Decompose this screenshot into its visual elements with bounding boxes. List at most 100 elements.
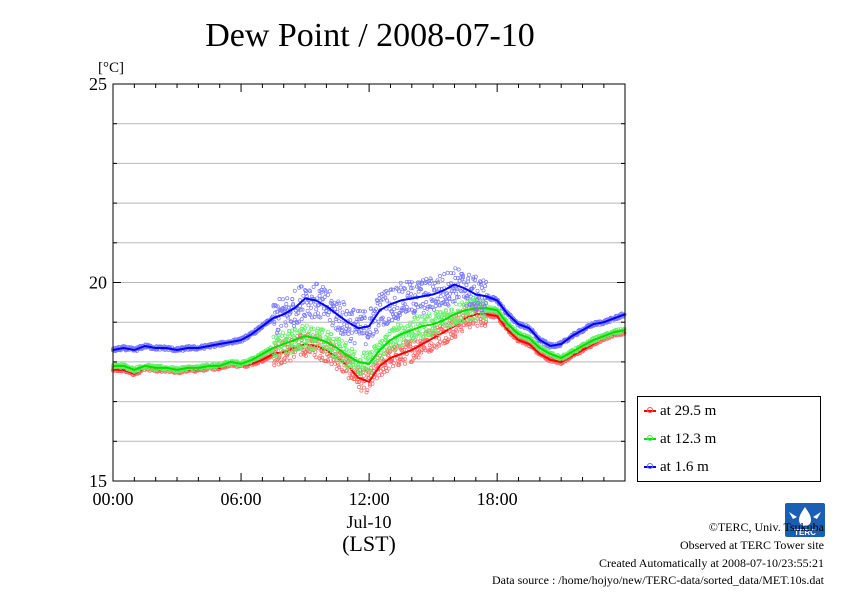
data-point (341, 346, 346, 351)
y-tick-label: 25 (89, 74, 107, 94)
data-point (385, 353, 390, 358)
data-point (350, 312, 354, 317)
data-point (300, 307, 305, 312)
data-point (309, 327, 314, 332)
data-point (422, 306, 427, 310)
data-point (472, 284, 477, 289)
data-point (338, 344, 343, 349)
data-point (321, 312, 326, 317)
data-point (333, 317, 338, 322)
data-point (386, 366, 391, 371)
data-point (438, 274, 442, 278)
data-point (272, 321, 277, 326)
data-point (280, 350, 285, 355)
data-point (303, 288, 308, 292)
data-point (296, 310, 301, 315)
data-point (314, 344, 319, 349)
data-point (281, 309, 286, 313)
data-point (333, 306, 337, 311)
legend-label: at 12.3 m (660, 431, 717, 447)
data-point (438, 294, 443, 299)
series-line (113, 307, 626, 371)
data-point (348, 339, 353, 344)
data-point (403, 326, 407, 331)
data-point (465, 296, 470, 301)
data-point (279, 323, 284, 328)
data-point (271, 334, 276, 339)
data-point (388, 349, 393, 354)
data-point (448, 326, 453, 331)
data-point (437, 343, 442, 348)
data-point (393, 312, 398, 317)
data-point (462, 316, 467, 321)
data-point (408, 286, 413, 291)
data-point (326, 329, 331, 334)
data-point (345, 359, 350, 364)
x-date-label: Jul-10 (347, 512, 392, 532)
data-point (315, 326, 320, 331)
data-point (368, 381, 372, 386)
data-point (327, 336, 331, 341)
data-point (416, 331, 421, 336)
data-point (474, 307, 479, 312)
data-point (421, 310, 426, 315)
data-point (455, 320, 459, 325)
data-point (288, 319, 293, 324)
data-point (298, 307, 303, 312)
data-point (446, 337, 451, 342)
data-point (297, 319, 302, 324)
data-point (306, 303, 311, 308)
data-point (303, 341, 308, 346)
data-point (325, 344, 330, 349)
y-tick-label: 15 (89, 471, 107, 491)
legend-item-12-3m: at 12.3 m (644, 429, 716, 449)
data-point (471, 321, 476, 326)
data-point (305, 308, 310, 313)
data-point (404, 339, 409, 344)
data-point (409, 280, 414, 285)
data-point (483, 300, 488, 305)
data-point (432, 343, 436, 348)
data-point (348, 360, 353, 365)
data-point (315, 311, 320, 316)
data-point (443, 308, 448, 313)
data-point (336, 344, 341, 349)
data-point (374, 376, 379, 381)
data-point (443, 301, 448, 306)
data-point (315, 282, 319, 286)
data-point (396, 316, 401, 321)
y-axis: 15 20 25 (89, 74, 625, 491)
data-point (436, 329, 441, 333)
data-point (458, 288, 463, 293)
data-point (415, 339, 420, 344)
data-point (432, 329, 436, 334)
data-point (322, 295, 327, 300)
data-point (432, 325, 437, 330)
data-point (356, 385, 361, 389)
data-point (349, 336, 354, 341)
data-point (391, 342, 395, 347)
data-point (282, 360, 287, 365)
data-point (368, 369, 373, 374)
data-point (285, 296, 290, 301)
data-point (477, 295, 482, 300)
data-point (420, 281, 424, 286)
data-point (292, 354, 296, 359)
logo-text: TERC (794, 528, 816, 537)
data-point (292, 288, 297, 293)
data-point (437, 336, 442, 341)
data-point (314, 355, 319, 360)
data-point (467, 317, 471, 322)
data-point (459, 315, 464, 320)
data-point (455, 275, 460, 280)
data-point (340, 310, 345, 315)
data-point (430, 347, 435, 351)
data-point (453, 266, 458, 271)
data-point (318, 315, 323, 320)
data-point (426, 304, 430, 309)
data-point (408, 323, 413, 328)
data-point (291, 302, 296, 307)
data-point (326, 359, 331, 364)
legend-label: at 29.5 m (660, 403, 717, 419)
data-point (292, 327, 297, 332)
